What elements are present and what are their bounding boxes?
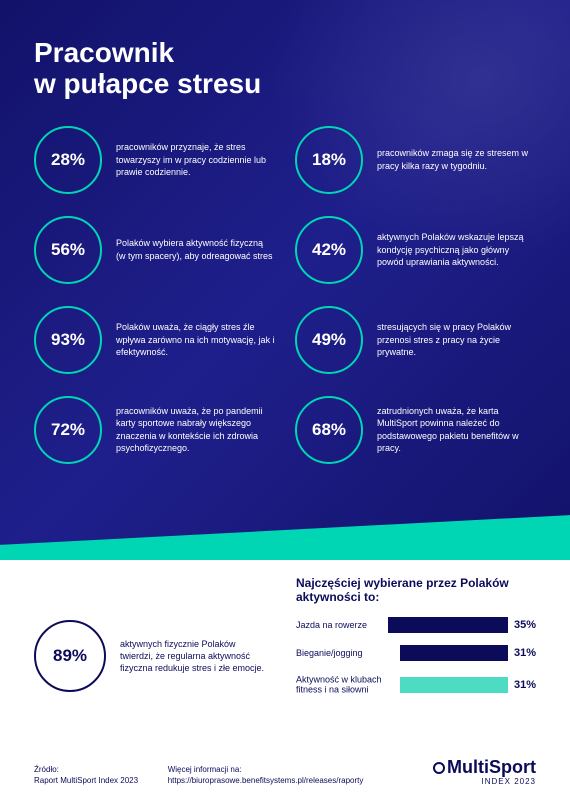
footer-source-label: Źródło:: [34, 764, 138, 775]
stat-circle: 68%: [295, 396, 363, 464]
stat-item: 28% pracowników przyznaje, że stres towa…: [34, 126, 275, 194]
lower-stat-circle: 89%: [34, 620, 106, 692]
stat-text: aktywnych Polaków wskazuje lepszą kondyc…: [377, 231, 536, 267]
activity-pct: 31%: [514, 647, 536, 659]
activity-row: Bieganie/jogging 31%: [296, 643, 536, 663]
activities-title: Najczęściej wybierane przez Polaków akty…: [296, 576, 536, 605]
lower-stat-text: aktywnych fizycznie Polaków twierdzi, że…: [120, 638, 270, 674]
stat-item: 68% zatrudnionych uważa, że karta MultiS…: [295, 396, 536, 464]
title-line-1: Pracownik: [34, 37, 174, 68]
activities-block: Najczęściej wybierane przez Polaków akty…: [296, 576, 536, 707]
stat-item: 72% pracowników uważa, że po pandemii ka…: [34, 396, 275, 464]
stat-text: zatrudnionych uważa, że karta MultiSport…: [377, 405, 536, 454]
logo-main: MultiSport: [433, 758, 536, 776]
activity-label: Aktywność w klubach fitness i na siłowni: [296, 674, 406, 695]
stats-grid: 28% pracowników przyznaje, że stres towa…: [34, 126, 536, 464]
stat-text: Polaków uważa, że ciągły stres źle wpływ…: [116, 321, 275, 357]
activity-pct: 31%: [514, 679, 536, 691]
lower-stat: 89% aktywnych fizycznie Polaków twierdzi…: [34, 620, 270, 692]
upper-content: Pracownik w pułapce stresu 28% pracownik…: [0, 0, 570, 464]
stat-text: stresujących się w pracy Polaków przenos…: [377, 321, 536, 357]
stat-circle: 49%: [295, 306, 363, 374]
stat-item: 49% stresujących się w pracy Polaków prz…: [295, 306, 536, 374]
stat-circle: 93%: [34, 306, 102, 374]
stat-circle: 18%: [295, 126, 363, 194]
footer-source-value: Raport MultiSport Index 2023: [34, 775, 138, 786]
activity-bar: [400, 677, 508, 693]
footer-more-label: Więcej informacji na:: [168, 764, 364, 775]
activity-label: Jazda na rowerze: [296, 620, 367, 630]
activity-pct: 35%: [514, 619, 536, 631]
stat-text: pracowników zmaga się ze stresem w pracy…: [377, 147, 536, 171]
stat-circle: 42%: [295, 216, 363, 284]
activity-row: Aktywność w klubach fitness i na siłowni…: [296, 671, 536, 699]
activity-bar: [388, 617, 508, 633]
logo-sub-text: INDEX 2023: [433, 778, 536, 786]
lower-row: 89% aktywnych fizycznie Polaków twierdzi…: [34, 576, 536, 707]
stat-circle: 72%: [34, 396, 102, 464]
stat-item: 93% Polaków uważa, że ciągły stres źle w…: [34, 306, 275, 374]
stat-circle: 56%: [34, 216, 102, 284]
footer: Źródło: Raport MultiSport Index 2023 Wię…: [34, 758, 536, 786]
page-title: Pracownik w pułapce stresu: [34, 38, 536, 100]
logo-brand-text: MultiSport: [447, 757, 536, 777]
stat-text: pracowników przyznaje, że stres towarzys…: [116, 141, 275, 177]
footer-more-url: https://biuroprasowe.benefitsystems.pl/r…: [168, 775, 364, 786]
stat-text: pracowników uważa, że po pandemii karty …: [116, 405, 275, 454]
activity-bar: [400, 645, 508, 661]
stat-circle: 28%: [34, 126, 102, 194]
title-line-2: w pułapce stresu: [34, 68, 261, 99]
logo-dot-icon: [433, 762, 445, 774]
footer-more: Więcej informacji na: https://biuropraso…: [168, 764, 364, 786]
stat-item: 42% aktywnych Polaków wskazuje lepszą ko…: [295, 216, 536, 284]
lower-content: 89% aktywnych fizycznie Polaków twierdzi…: [0, 576, 570, 707]
stat-item: 18% pracowników zmaga się ze stresem w p…: [295, 126, 536, 194]
stat-text: Polaków wybiera aktywność fizyczną (w ty…: [116, 237, 275, 261]
footer-source: Źródło: Raport MultiSport Index 2023: [34, 764, 138, 786]
activity-row: Jazda na rowerze 35%: [296, 615, 536, 635]
activity-label: Bieganie/jogging: [296, 648, 363, 658]
stat-item: 56% Polaków wybiera aktywność fizyczną (…: [34, 216, 275, 284]
brand-logo: MultiSport INDEX 2023: [433, 758, 536, 786]
